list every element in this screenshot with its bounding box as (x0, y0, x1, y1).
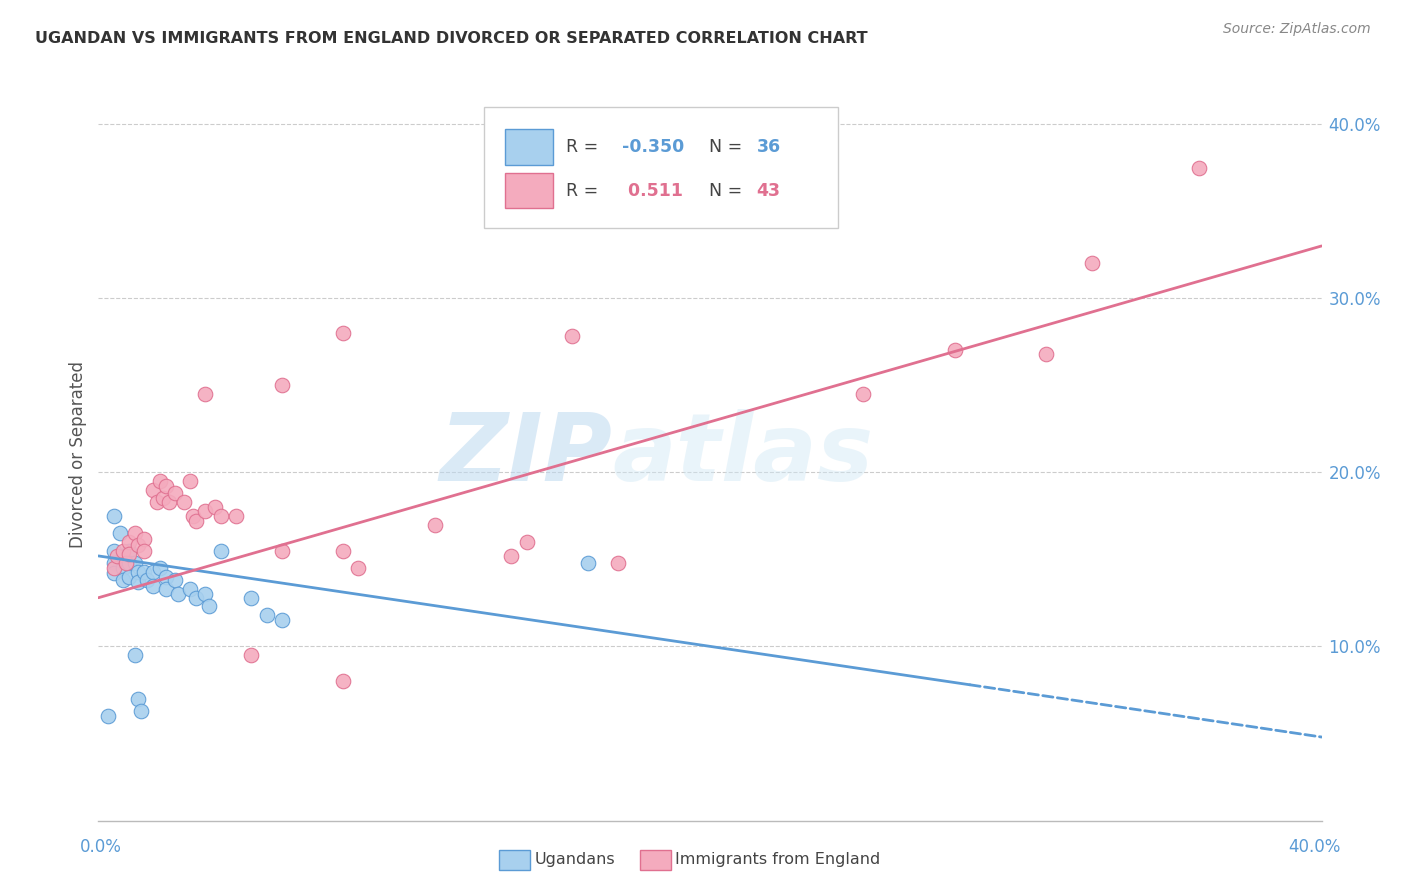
Bar (505, 129, 554, 164)
Point (118, 543, 141, 558)
Point (347, 561, 370, 575)
Point (142, 578, 165, 592)
Point (118, 535, 141, 549)
Point (332, 543, 354, 558)
Point (1081, 256, 1104, 270)
Point (1188, 161, 1211, 175)
Text: atlas: atlas (612, 409, 873, 501)
Point (142, 565, 165, 579)
Point (1035, 347, 1057, 361)
Point (134, 565, 156, 579)
Point (240, 591, 263, 605)
Point (943, 343, 966, 358)
Point (209, 543, 232, 558)
Point (103, 543, 125, 558)
Point (204, 500, 226, 515)
Point (209, 508, 232, 523)
Point (124, 648, 146, 663)
Text: -0.350: -0.350 (621, 138, 685, 156)
Point (103, 561, 125, 575)
Point (124, 526, 146, 541)
Bar (505, 173, 554, 209)
Point (105, 549, 128, 563)
Point (167, 587, 190, 601)
Point (124, 556, 146, 570)
Point (852, 387, 875, 401)
Point (194, 587, 217, 601)
Point (103, 566, 125, 581)
Point (163, 486, 186, 500)
Point (103, 556, 125, 570)
Text: R =: R = (565, 138, 603, 156)
Point (270, 543, 292, 558)
Point (155, 570, 177, 584)
Point (225, 508, 247, 523)
Point (111, 549, 134, 563)
Point (134, 532, 156, 546)
Point (115, 556, 138, 570)
Point (127, 691, 149, 706)
Point (240, 648, 263, 663)
Point (129, 704, 152, 718)
Point (256, 608, 278, 623)
Point (332, 326, 354, 340)
Point (127, 575, 149, 590)
Text: Ugandans: Ugandans (534, 853, 614, 867)
Point (179, 474, 201, 488)
Text: 43: 43 (756, 182, 780, 200)
Point (97, 709, 120, 723)
Point (197, 599, 219, 614)
Point (576, 556, 599, 570)
Point (149, 561, 172, 575)
Text: R =: R = (565, 182, 603, 200)
Point (108, 526, 131, 541)
Point (142, 483, 165, 497)
Point (181, 508, 204, 523)
Point (103, 508, 125, 523)
Text: N =: N = (697, 182, 748, 200)
Y-axis label: Divorced or Separated: Divorced or Separated (69, 361, 87, 549)
Point (152, 491, 174, 506)
Point (127, 539, 149, 553)
Point (111, 543, 134, 558)
Point (118, 547, 141, 561)
Point (561, 329, 583, 343)
Text: 36: 36 (756, 138, 780, 156)
Text: UGANDAN VS IMMIGRANTS FROM ENGLAND DIVORCED OR SEPARATED CORRELATION CHART: UGANDAN VS IMMIGRANTS FROM ENGLAND DIVOR… (35, 31, 868, 46)
Text: N =: N = (697, 138, 748, 156)
Point (173, 495, 195, 509)
Point (145, 495, 167, 509)
Point (134, 543, 156, 558)
Point (157, 495, 180, 509)
FancyBboxPatch shape (484, 108, 838, 228)
Point (179, 582, 201, 596)
Point (501, 549, 523, 563)
Text: 0.511: 0.511 (621, 182, 683, 200)
Text: Immigrants from England: Immigrants from England (675, 853, 880, 867)
Point (111, 574, 134, 588)
Point (155, 582, 177, 596)
Point (155, 479, 177, 493)
Point (186, 514, 208, 528)
Point (332, 674, 354, 689)
Point (118, 570, 141, 584)
Point (149, 474, 172, 488)
Point (118, 556, 141, 570)
Point (136, 574, 159, 588)
Point (516, 535, 538, 549)
Point (423, 517, 446, 532)
Point (163, 574, 186, 588)
Point (194, 387, 217, 401)
Text: Source: ZipAtlas.com: Source: ZipAtlas.com (1223, 22, 1371, 37)
Point (127, 565, 149, 579)
Point (111, 561, 134, 575)
Text: ZIP: ZIP (439, 409, 612, 501)
Point (270, 378, 292, 392)
Point (186, 591, 208, 605)
Point (270, 613, 292, 627)
Point (607, 556, 630, 570)
Text: 0.0%: 0.0% (80, 838, 122, 855)
Text: 40.0%: 40.0% (1288, 838, 1341, 855)
Point (194, 503, 217, 517)
